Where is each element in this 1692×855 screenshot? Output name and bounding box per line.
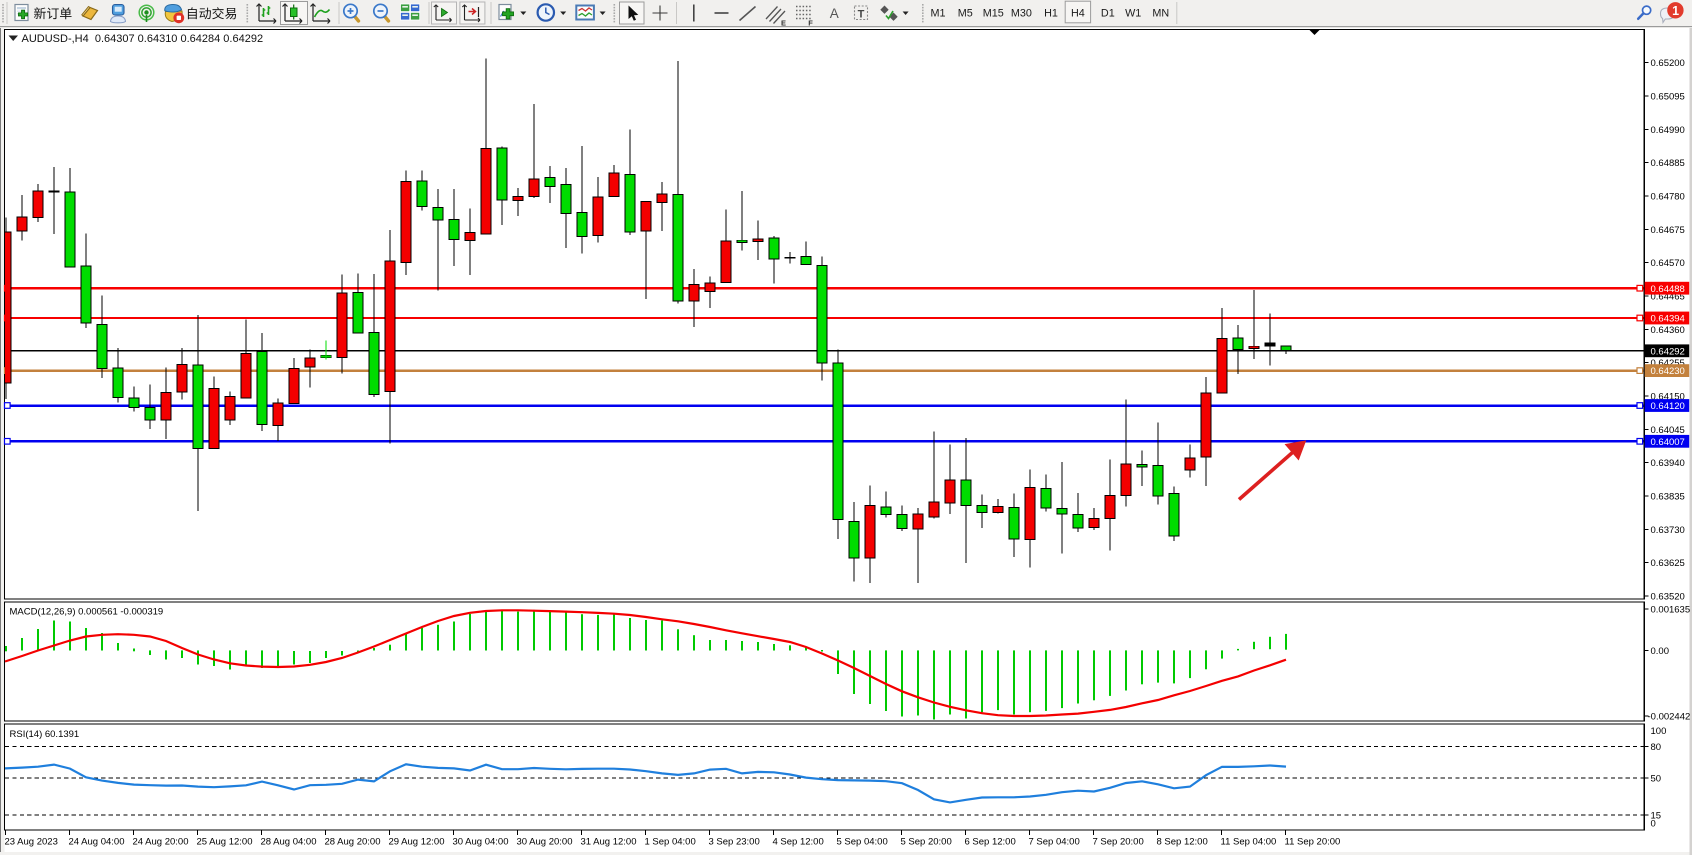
svg-text:8 Sep 12:00: 8 Sep 12:00 (1157, 836, 1208, 847)
svg-text:0.64045: 0.64045 (1651, 425, 1685, 436)
svg-text:0.63730: 0.63730 (1651, 525, 1685, 536)
svg-text:-0.002442: -0.002442 (1648, 711, 1691, 722)
svg-text:T: T (858, 8, 865, 20)
svg-text:24 Aug 20:00: 24 Aug 20:00 (133, 836, 189, 847)
svg-text:11 Sep 04:00: 11 Sep 04:00 (1221, 836, 1277, 847)
svg-text:0.65095: 0.65095 (1651, 92, 1685, 103)
svg-text:0.65200: 0.65200 (1651, 58, 1685, 69)
svg-text:1 Sep 04:00: 1 Sep 04:00 (645, 836, 696, 847)
svg-text:MACD(12,26,9) 0.000561 -0.0003: MACD(12,26,9) 0.000561 -0.000319 (10, 607, 164, 618)
svg-text:50: 50 (1651, 774, 1662, 785)
svg-text:1: 1 (1672, 4, 1679, 18)
svg-text:A: A (830, 6, 839, 21)
svg-text:5 Sep 04:00: 5 Sep 04:00 (837, 836, 888, 847)
svg-text:0.63835: 0.63835 (1651, 491, 1685, 502)
svg-text:0.64150: 0.64150 (1651, 391, 1685, 402)
svg-text:7 Sep 20:00: 7 Sep 20:00 (1093, 836, 1144, 847)
svg-text:E: E (781, 19, 786, 28)
svg-text:0.64675: 0.64675 (1651, 225, 1685, 236)
svg-text:29 Aug 12:00: 29 Aug 12:00 (389, 836, 445, 847)
svg-text:7 Sep 04:00: 7 Sep 04:00 (1029, 836, 1080, 847)
svg-text:M5: M5 (958, 8, 973, 20)
svg-text:3 Sep 23:00: 3 Sep 23:00 (709, 836, 760, 847)
svg-text:0.64780: 0.64780 (1651, 192, 1685, 203)
svg-text:0.64990: 0.64990 (1651, 125, 1685, 136)
svg-text:RSI(14) 60.1391: RSI(14) 60.1391 (10, 729, 80, 740)
svg-text:0.64120: 0.64120 (1651, 401, 1685, 412)
svg-text:5 Sep 20:00: 5 Sep 20:00 (901, 836, 952, 847)
svg-text:0.64394: 0.64394 (1651, 314, 1685, 325)
svg-text:23 Aug 2023: 23 Aug 2023 (5, 836, 58, 847)
svg-text:0.00: 0.00 (1651, 646, 1670, 657)
svg-text:H4: H4 (1071, 8, 1085, 20)
svg-text:4 Sep 12:00: 4 Sep 12:00 (773, 836, 824, 847)
svg-text:31 Aug 12:00: 31 Aug 12:00 (581, 836, 637, 847)
svg-text:0.64007: 0.64007 (1651, 437, 1685, 448)
svg-text:0.64488: 0.64488 (1651, 284, 1685, 295)
svg-text:M15: M15 (983, 8, 1004, 20)
svg-text:0.63940: 0.63940 (1651, 458, 1685, 469)
svg-text:0.64230: 0.64230 (1651, 366, 1685, 377)
svg-text:100: 100 (1651, 726, 1667, 737)
svg-text:0.64465: 0.64465 (1651, 291, 1685, 302)
svg-text:AUDUSD-,H4 0.64307 0.64310 0.: AUDUSD-,H4 0.64307 0.64310 0.64284 0.642… (22, 33, 264, 45)
svg-text:0.64360: 0.64360 (1651, 325, 1685, 336)
svg-text:M30: M30 (1011, 8, 1032, 20)
svg-text:6 Sep 12:00: 6 Sep 12:00 (965, 836, 1016, 847)
svg-text:0.63625: 0.63625 (1651, 558, 1685, 569)
svg-text:80: 80 (1651, 742, 1662, 753)
svg-text:0.64255: 0.64255 (1651, 358, 1685, 369)
svg-text:0.001635: 0.001635 (1651, 604, 1691, 615)
svg-text:0.64570: 0.64570 (1651, 258, 1685, 269)
svg-text:0.64885: 0.64885 (1651, 158, 1685, 169)
svg-text:15: 15 (1651, 811, 1662, 822)
svg-text:0: 0 (1651, 818, 1656, 829)
svg-text:28 Aug 04:00: 28 Aug 04:00 (261, 836, 317, 847)
svg-text:30 Aug 04:00: 30 Aug 04:00 (453, 836, 509, 847)
svg-text:28 Aug 20:00: 28 Aug 20:00 (325, 836, 381, 847)
svg-text:0.64292: 0.64292 (1651, 346, 1685, 357)
svg-text:11 Sep 20:00: 11 Sep 20:00 (1285, 836, 1341, 847)
svg-text:F: F (808, 19, 813, 28)
svg-text:30 Aug 20:00: 30 Aug 20:00 (517, 836, 573, 847)
svg-text:24 Aug 04:00: 24 Aug 04:00 (69, 836, 125, 847)
svg-text:W1: W1 (1125, 8, 1141, 20)
svg-text:M1: M1 (931, 8, 946, 20)
svg-text:25 Aug 12:00: 25 Aug 12:00 (197, 836, 253, 847)
svg-text:0.63520: 0.63520 (1651, 592, 1685, 603)
svg-text:H1: H1 (1044, 8, 1058, 20)
svg-text:MN: MN (1152, 8, 1169, 20)
svg-text:D1: D1 (1101, 8, 1115, 20)
